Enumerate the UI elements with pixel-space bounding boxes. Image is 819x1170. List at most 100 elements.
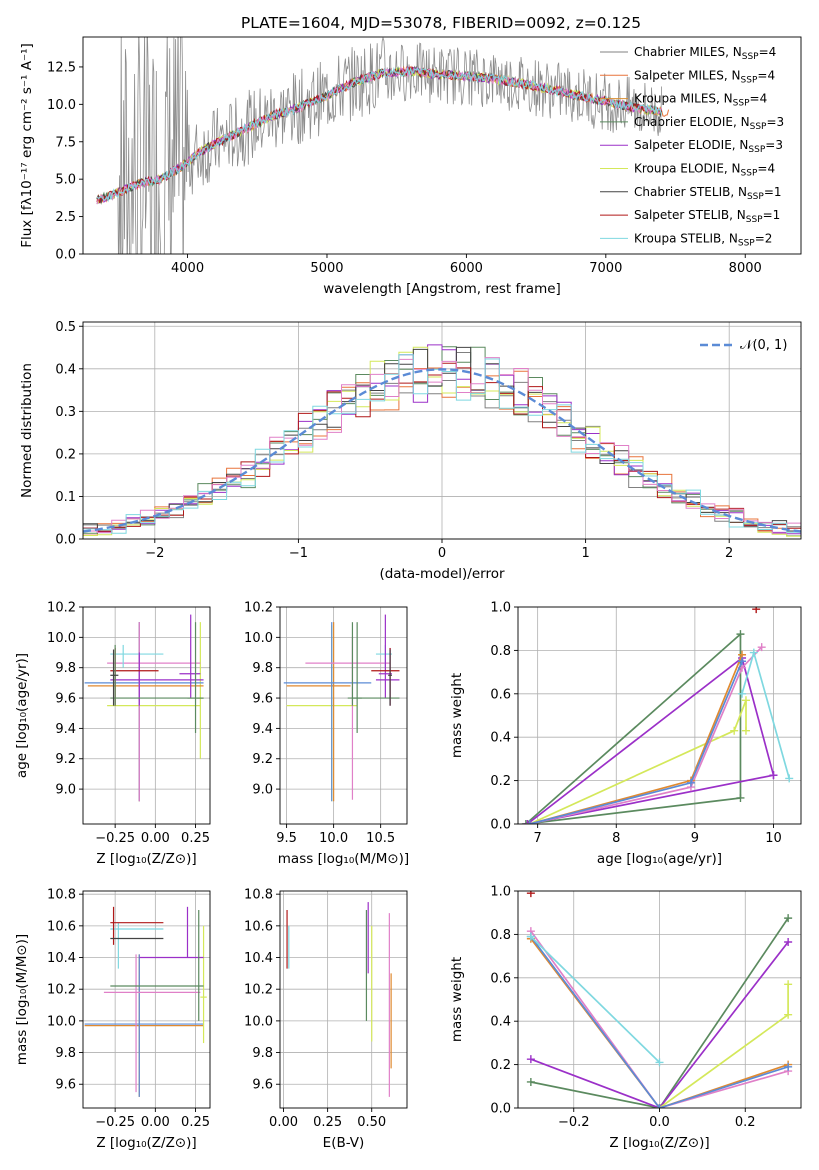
legend-tail: =3 <box>766 115 784 129</box>
x-tick-label: 9 <box>691 831 699 846</box>
weight-line <box>524 633 742 824</box>
legend-subscript: SSP <box>733 99 750 109</box>
y-tick-label: 0.5 <box>55 320 76 335</box>
y-tick-label: 9.8 <box>55 661 76 676</box>
y-tick-label: 0.2 <box>490 774 511 789</box>
legend-subscript: SSP <box>750 122 767 132</box>
y-tick-label: 9.6 <box>252 692 273 707</box>
x-axis-label: mass [log₁₀(M/M⊙)] <box>278 851 409 867</box>
weight-marker <box>730 726 739 735</box>
weight-marker <box>655 1058 664 1067</box>
x-tick-label: 9.5 <box>276 831 297 846</box>
weight-marker <box>526 1055 535 1064</box>
x-tick-label: −0.25 <box>95 831 135 846</box>
y-tick-label: 0.8 <box>490 644 511 659</box>
axes-frame <box>517 606 802 825</box>
y-tick-label: 0.4 <box>55 362 76 377</box>
x-tick-label: −0.25 <box>95 1115 135 1130</box>
y-tick-label: 0.3 <box>55 405 76 420</box>
x-tick-label: 0.25 <box>313 1115 342 1130</box>
spectrum-line <box>96 66 662 204</box>
x-tick-label: 0.0 <box>649 1115 670 1130</box>
y-axis-label: Normed distribution <box>19 363 35 498</box>
x-tick-label: 7000 <box>589 261 622 276</box>
y-tick-label: 10.0 <box>47 631 76 646</box>
weight-marker <box>526 891 535 898</box>
weight-marker <box>655 1104 664 1108</box>
y-tick-label: 10.0 <box>244 1014 273 1029</box>
panels: 4000 5000 6000 7000 80000.02.55.07.510.012.5… <box>14 36 802 1151</box>
figure-title: PLATE=1604, MJD=53078, FIBERID=0092, z=0… <box>241 14 641 32</box>
legend-tail: =2 <box>755 231 773 245</box>
weight-line <box>529 646 763 824</box>
x-tick-label: 8000 <box>729 261 762 276</box>
y-tick-label: 9.6 <box>55 1078 76 1093</box>
x-tick-label: 0.00 <box>269 1115 298 1130</box>
spectrum-panel: 4000 5000 6000 7000 8000 0.0 2.5 5.0 7.5 10.0 12.5… <box>19 36 802 297</box>
x-axis-label: Z [log₁₀(Z/Z⊙)] <box>96 851 196 867</box>
axes-frame <box>82 36 802 255</box>
y-tick-label: 9.8 <box>252 1046 273 1061</box>
weight-marker <box>784 1010 793 1019</box>
y-tick-label: 10.0 <box>47 98 76 113</box>
mass-vs-Z-panel: −0.25 0.00 0.25 9.6 9.8 10.0 10.2 10.4 10.6 10.8 Z… <box>14 888 211 1151</box>
y-tick-label: 10.4 <box>244 951 273 966</box>
legend-subscript: SSP <box>747 192 764 202</box>
y-tick-label: 0.6 <box>490 687 511 702</box>
legend-tail: =3 <box>765 138 783 152</box>
y-tick-label: 1.0 <box>490 601 511 616</box>
x-tick-label: 10.5 <box>366 831 395 846</box>
y-tick-label: 9.8 <box>55 1046 76 1061</box>
y-tick-label: 9.0 <box>55 783 76 798</box>
legend-label: Chabrier ELODIE, NSSP=3 <box>634 115 784 132</box>
legend-subscript: SSP <box>742 52 759 62</box>
weight-marker <box>526 932 535 941</box>
weight-marker <box>736 793 745 802</box>
residuals-panel: −2 −1 0 1 2 0.0 0.1 0.2 0.3 0.4 0.5 (data-model)/er… <box>19 320 802 582</box>
spectrum-series <box>96 37 670 254</box>
spectrum-line <box>96 66 663 204</box>
x-tick-label: 0.2 <box>735 1115 756 1130</box>
y-tick-label: 9.8 <box>252 661 273 676</box>
weight-marker <box>784 937 793 946</box>
y-tick-label: 9.4 <box>55 722 76 737</box>
legend-label: Salpeter STELIB, NSSP=1 <box>634 208 780 225</box>
weight-line <box>741 649 791 779</box>
weight-marker <box>736 630 745 639</box>
y-tick-label: 0.0 <box>55 248 76 263</box>
x-axis-label: Z [log₁₀(Z/Z⊙)] <box>96 1135 196 1151</box>
y-tick-label: 0.6 <box>490 971 511 986</box>
weight-marker <box>525 820 534 824</box>
y-tick-label: 0.2 <box>490 1058 511 1073</box>
errorbar-series <box>84 614 204 802</box>
y-tick-label: 9.4 <box>252 722 273 737</box>
y-tick-label: 1.0 <box>490 885 511 900</box>
y-tick-label: 10.6 <box>244 919 273 934</box>
weight-marker <box>785 774 794 783</box>
weight-line <box>530 936 789 1108</box>
weight-marker <box>523 820 532 824</box>
weight-line <box>530 930 789 1108</box>
y-tick-label: 10.6 <box>47 919 76 934</box>
y-axis-label: age [log₁₀(age/yr)] <box>14 653 30 778</box>
x-tick-label: 0.00 <box>141 1115 170 1130</box>
x-axis-label: (data-model)/error <box>379 566 505 582</box>
x-tick-label: −2 <box>145 546 164 561</box>
legend-tail: =1 <box>763 208 781 222</box>
legend-label: Chabrier STELIB, NSSP=1 <box>634 185 782 202</box>
x-tick-label: 0 <box>438 546 446 561</box>
weight-vs-Z-panel: −0.2 0.0 0.2 0.0 0.2 0.4 0.6 0.8 1.0 Z [log₁₀(Z/Z… <box>449 885 802 1151</box>
y-tick-label: 10.0 <box>47 1014 76 1029</box>
y-tick-label: 0.1 <box>55 490 76 505</box>
weight-marker <box>741 726 750 735</box>
y-axis-label: mass weight <box>449 957 465 1042</box>
y-tick-label: 0.4 <box>490 1015 511 1030</box>
weight-marker <box>686 778 695 787</box>
axes-frame <box>279 890 408 1109</box>
x-tick-label: 4000 <box>171 261 204 276</box>
x-tick-label: 6000 <box>450 261 483 276</box>
weight-line <box>529 699 747 824</box>
x-tick-label: 10 <box>765 831 782 846</box>
errorbar-series <box>283 614 400 802</box>
legend-subscript: SSP <box>741 169 758 179</box>
